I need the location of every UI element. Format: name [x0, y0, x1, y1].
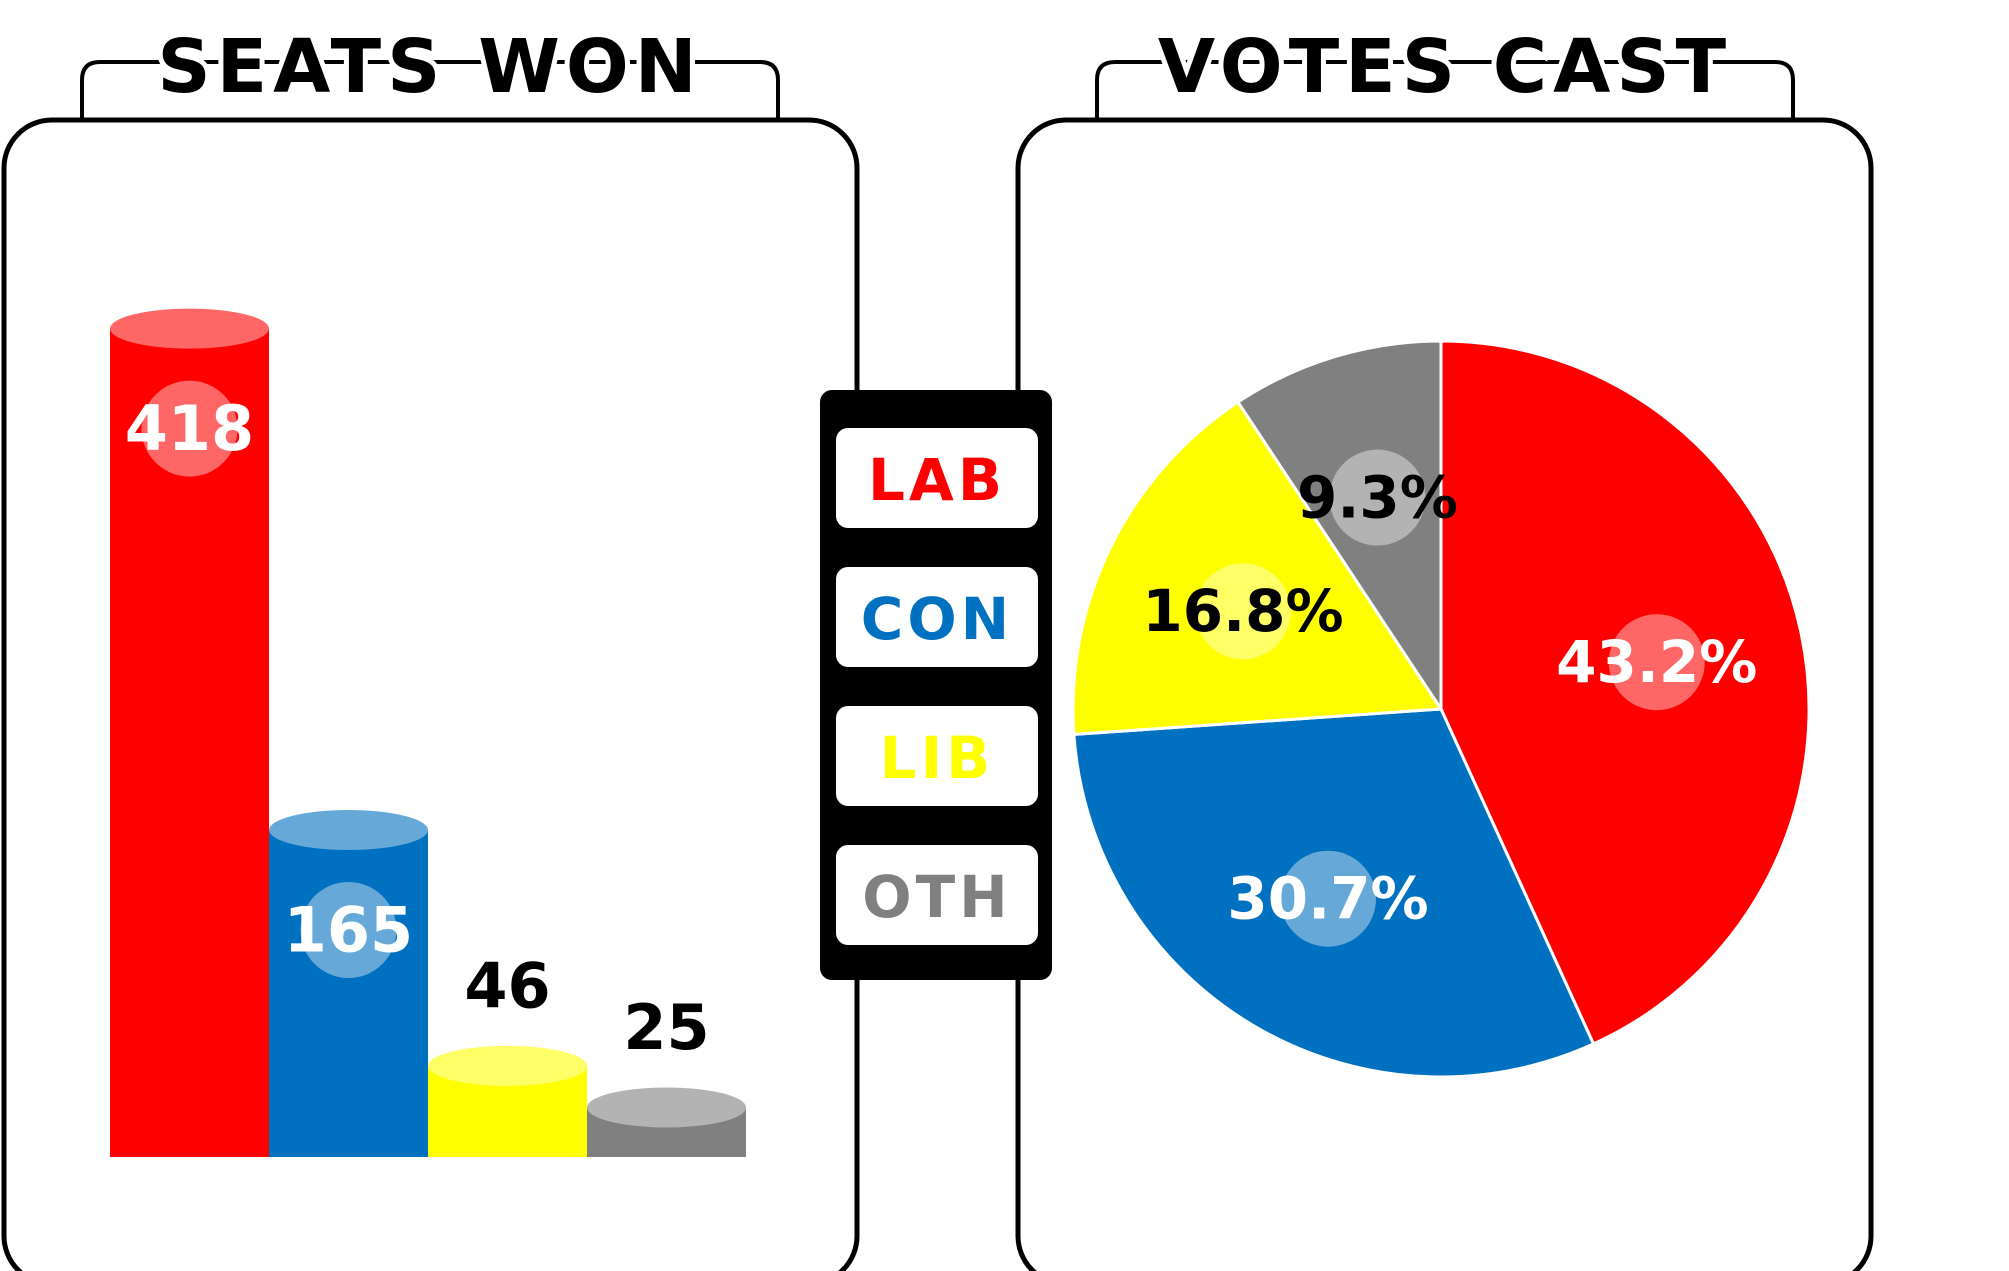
pie-slice-lab: 43.2% — [1439, 339, 1811, 1046]
pie-slice-lib: 16.8% — [1071, 399, 1444, 737]
bar-body-lab — [110, 328, 269, 1158]
votes-pie-chart: 43.2% 30.7% 16.8% 9.3% — [1071, 339, 1811, 1079]
legend-label-lib: LIB — [880, 724, 995, 792]
pie-wedge-lib — [1071, 399, 1444, 737]
votes-panel: VOTES CAST 43.2% 30.7% 16.8% 9.3% — [1015, 19, 1874, 1271]
bar-value-label-lib: 46 — [464, 949, 550, 1022]
bar-label-badge-lib — [459, 937, 556, 1034]
bar-value-label-lab: 418 — [125, 392, 254, 465]
legend-chip-lib — [836, 706, 1038, 806]
bar-lib: 46 — [428, 937, 587, 1157]
pie-wedge-oth — [1235, 339, 1443, 714]
votes-panel-tab — [1095, 60, 1795, 118]
pie-wedge-lab — [1439, 339, 1811, 1046]
pie-label-badge-lab — [1608, 614, 1705, 711]
legend-label-con: CON — [861, 585, 1013, 653]
pie-value-label-lab: 43.2% — [1556, 628, 1757, 696]
seats-bar-chart: 418 165 46 25 — [110, 308, 746, 1158]
bar-label-badge-con — [300, 882, 397, 978]
bar-value-label-oth: 25 — [623, 991, 709, 1064]
legend-frame — [820, 390, 1052, 980]
bar-cap-lib — [428, 1045, 587, 1086]
legend-item-lab: LAB — [836, 428, 1038, 528]
bar-value-label-con: 165 — [284, 894, 413, 967]
legend-label-lab: LAB — [868, 446, 1006, 514]
legend-item-con: CON — [836, 567, 1038, 667]
seats-chart-title: SEATS WON — [157, 24, 702, 110]
legend-item-oth: OTH — [836, 845, 1038, 945]
legend-chip-con — [836, 567, 1038, 667]
legend-chip-lab — [836, 428, 1038, 528]
bar-body-con — [269, 830, 428, 1157]
bar-con: 165 — [269, 810, 428, 1157]
votes-chart-title: VOTES CAST — [1158, 24, 1732, 110]
bar-oth: 25 — [587, 979, 746, 1157]
bar-cap-con — [269, 810, 428, 850]
pie-value-label-oth: 9.3% — [1297, 464, 1458, 532]
bar-label-badge-oth — [618, 979, 715, 1076]
legend-item-lib: LIB — [836, 706, 1038, 806]
bar-label-badge-lab — [141, 380, 238, 477]
pie-label-badge-oth — [1329, 449, 1426, 546]
pie-slice-oth: 9.3% — [1235, 339, 1458, 714]
seats-panel: SEATS WON 418 165 46 25 — [1, 19, 860, 1271]
legend-chip-oth — [836, 845, 1038, 945]
pie-label-badge-con — [1280, 850, 1377, 947]
seats-panel-tab — [80, 60, 780, 118]
party-legend: LAB CON LIB OTH — [820, 390, 1052, 980]
pie-label-badge-lib — [1195, 563, 1292, 660]
bar-cap-oth — [587, 1087, 746, 1128]
pie-value-label-lib: 16.8% — [1142, 577, 1343, 645]
bar-lab: 418 — [110, 308, 269, 1158]
legend-label-oth: OTH — [862, 863, 1011, 931]
pie-value-label-con: 30.7% — [1227, 865, 1428, 933]
pie-wedge-con — [1072, 707, 1596, 1079]
pie-slice-con: 30.7% — [1072, 707, 1596, 1079]
bar-cap-lab — [110, 308, 269, 349]
